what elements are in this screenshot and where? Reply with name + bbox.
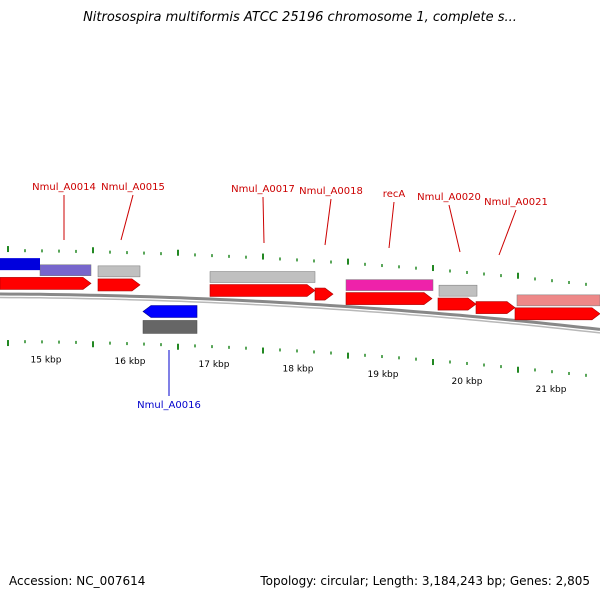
gene-labels: Nmul_A0014 Nmul_A0015 Nmul_A0016 Nmul_A0017… <box>32 182 548 411</box>
gene-label-nmul_a0021: Nmul_A0021 <box>484 197 548 208</box>
ruler-label: 20 kbp <box>452 377 483 387</box>
gene-label-nmul_a0014: Nmul_A0014 <box>32 182 96 193</box>
ortholog-bar-nmul_a0016 <box>142 320 198 334</box>
ortholog-bar-nmul_a0015 <box>97 265 141 278</box>
leader-nmul_a0020 <box>448 204 461 253</box>
ruler-label: 16 kbp <box>115 357 146 367</box>
leader-nmul_a0017 <box>262 196 265 244</box>
ruler-label: 15 kbp <box>31 355 62 365</box>
gene-arrow-nmul_a0020 <box>437 297 477 311</box>
ortholog-bar-reca <box>345 279 434 291</box>
gene-label-nmul_a0017: Nmul_A0017 <box>231 184 295 195</box>
gene-arrow-gene-8 <box>514 307 600 321</box>
gene-label-nmul_a0020: Nmul_A0020 <box>417 192 481 203</box>
ruler-label: 21 kbp <box>536 385 567 395</box>
ruler-label: 17 kbp <box>199 360 230 370</box>
ortholog-bar-gene-8 <box>516 294 600 307</box>
gene-arrow-nmul_a0021 <box>475 301 516 314</box>
leader-reca <box>388 201 395 249</box>
ruler-labels: 15 kbp 16 kbp 17 kbp 18 kbp 19 kbp 20 kbp 21 k… <box>31 355 567 395</box>
topology-label: Topology: circular; Length: 3,184,243 bp… <box>260 574 590 588</box>
gene-label-nmul_a0018: Nmul_A0018 <box>299 186 363 197</box>
leader-nmul_a0021 <box>498 209 517 256</box>
ortholog-bar-nmul_a0020 <box>438 284 478 297</box>
ruler-label: 18 kbp <box>283 364 314 374</box>
gene-arrow-nmul_a0016 <box>142 305 198 318</box>
gene-arrow-reca <box>345 292 433 305</box>
gene-label-nmul_a0015: Nmul_A0015 <box>101 182 165 193</box>
gene-label-reca: recA <box>383 189 406 200</box>
gene-arrow-nmul_a0014 <box>0 277 92 290</box>
accession-label: Accession: NC_007614 <box>9 574 146 588</box>
ortholog-bar-nmul_a0017 <box>209 271 316 283</box>
gene-arrow-nmul_a0018 <box>314 287 334 301</box>
gene-label-nmul_a0016: Nmul_A0016 <box>137 400 201 411</box>
label-leaders <box>63 194 517 396</box>
backbone-line <box>0 292 600 331</box>
ortholog-bar-edge <box>0 258 40 271</box>
gene-arrow-nmul_a0015 <box>97 278 141 292</box>
ortholog-bar-nmul_a0014 <box>39 264 92 276</box>
gene-track <box>0 258 600 334</box>
map-title: Nitrosospira multiformis ATCC 25196 chro… <box>83 10 517 25</box>
leader-nmul_a0015 <box>120 194 134 241</box>
ruler-ticks <box>7 246 587 377</box>
ruler-label: 19 kbp <box>368 370 399 380</box>
leader-nmul_a0018 <box>324 198 332 246</box>
gene-arrow-nmul_a0017 <box>209 284 316 297</box>
backbone-shadow <box>0 296 600 334</box>
chromosome-backbone <box>0 292 600 334</box>
